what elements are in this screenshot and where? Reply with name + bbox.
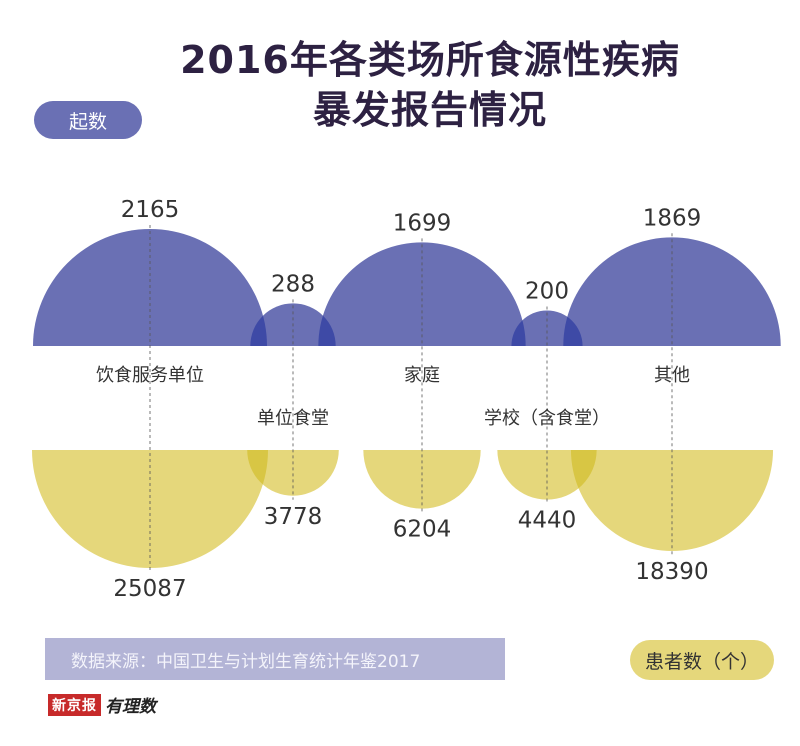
category-label-1: 单位食堂 — [257, 408, 329, 429]
label-incidents-1: 288 — [271, 271, 315, 297]
label-patients-1: 3778 — [264, 504, 323, 530]
label-patients-0: 25087 — [113, 576, 186, 602]
category-label-4: 其他 — [654, 365, 690, 386]
bubble-patients-1 — [247, 450, 339, 496]
publisher-logo: 新京报 有理数 — [48, 692, 156, 717]
logo-youlishu: 有理数 — [105, 697, 156, 717]
category-label-3: 学校（含食堂） — [484, 408, 610, 429]
label-patients-4: 18390 — [635, 559, 708, 585]
category-label-2: 家庭 — [404, 365, 440, 386]
label-incidents-2: 1699 — [393, 210, 452, 236]
chart-title-line1: 2016年各类场所食源性疾病 — [180, 38, 680, 82]
chart-title-line2: 暴发报告情况 — [312, 88, 547, 132]
legend-patients: 患者数（个） — [630, 640, 774, 680]
data-source: 数据来源：中国卫生与计划生育统计年鉴2017 — [45, 638, 505, 680]
bubble-incidents-4 — [563, 237, 781, 346]
label-incidents-3: 200 — [525, 278, 569, 304]
label-incidents-4: 1869 — [643, 205, 702, 231]
logo-xinjingbao: 新京报 — [48, 693, 101, 716]
label-patients-3: 4440 — [518, 508, 577, 534]
legend-incidents: 起数 — [34, 101, 142, 139]
label-patients-2: 6204 — [393, 517, 452, 543]
bubble-patients-4 — [570, 450, 774, 551]
label-incidents-0: 2165 — [121, 197, 180, 223]
category-label-0: 饮食服务单位 — [96, 365, 204, 386]
